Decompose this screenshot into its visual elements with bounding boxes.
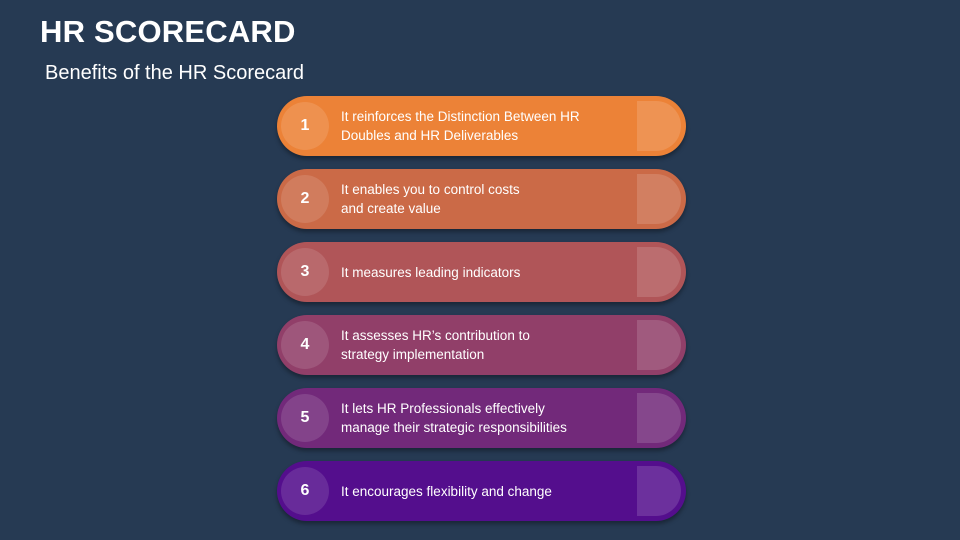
benefit-text: It reinforces the Distinction Between HR… [341,109,580,143]
benefit-text: It assesses HR’s contribution to strateg… [341,328,530,362]
step-number-badge: 1 [281,102,329,150]
page-subtitle: Benefits of the HR Scorecard [45,62,305,84]
step-number-badge: 5 [281,394,329,442]
benefit-item: 5 It lets HR Professionals effectively m… [277,388,686,448]
benefit-text: It encourages flexibility and change [341,483,552,499]
benefit-text: It measures leading indicators [341,264,521,280]
benefit-text: It lets HR Professionals effectively man… [341,401,567,435]
page-title: HR SCORECARD [40,14,296,49]
benefit-item: 1 It reinforces the Distinction Between … [277,96,686,156]
end-cap-shape [637,101,681,151]
step-number-badge: 3 [281,248,329,296]
end-cap-shape [637,174,681,224]
benefit-item: 2 It enables you to control costs and cr… [277,169,686,229]
benefit-item: 4 It assesses HR’s contribution to strat… [277,315,686,375]
benefit-text: It enables you to control costs and crea… [341,182,520,216]
end-cap-shape [637,320,681,370]
end-cap-shape [637,393,681,443]
end-cap-shape [637,466,681,516]
step-number-badge: 2 [281,175,329,223]
end-cap-shape [637,247,681,297]
step-number-badge: 6 [281,467,329,515]
step-number-badge: 4 [281,321,329,369]
benefit-item: 3 It measures leading indicators [277,242,686,302]
benefit-item: 6 It encourages flexibility and change [277,461,686,521]
